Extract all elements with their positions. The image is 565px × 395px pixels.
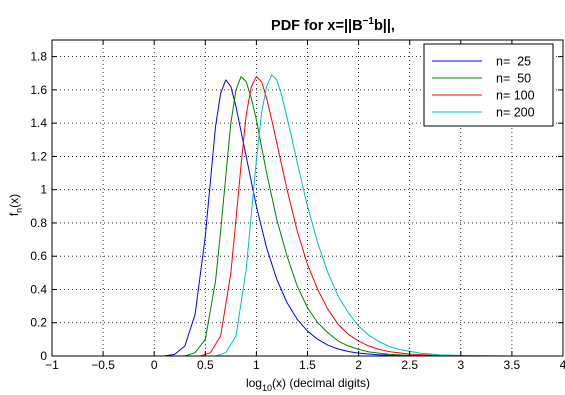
axes [51, 39, 564, 357]
x-tick-label: 0 [151, 358, 158, 372]
legend: n= 25 n= 50 n= 100 n= 200 [423, 43, 554, 127]
chart-title-sup: −1 [363, 16, 375, 27]
x-tick-label: 3.5 [504, 358, 521, 372]
series-line-4 [52, 74, 563, 357]
y-axis-label-sub: n [14, 208, 24, 213]
legend-label: n= 50 [496, 72, 531, 86]
legend-label: n= 200 [496, 106, 535, 120]
y-tick-label: 1.4 [30, 116, 47, 130]
y-tick-label: 1 [40, 183, 47, 197]
x-tick-label: 4 [560, 358, 565, 372]
y-tick-label: 1.6 [30, 83, 47, 97]
tick-labels: −1 −0.5 0 0.5 1 1.5 2 2.5 3 3.5 4 0 0.2 0.4 0.6 0.8 1 1.2… [30, 50, 565, 372]
series-line-2 [52, 76, 563, 357]
y-tick-label: 1.8 [30, 50, 47, 64]
x-axis-label: log10(x) (decimal digits) [246, 376, 370, 393]
y-tick-label: 0 [40, 349, 47, 363]
x-axis-label-suffix: (x) (decimal digits) [272, 376, 370, 390]
x-tick-label: −0.5 [91, 358, 115, 372]
y-tick-label: 0.4 [30, 282, 47, 296]
x-axis-label-sub: 10 [262, 383, 272, 393]
series-line-3 [52, 76, 563, 357]
series-line-1 [52, 79, 563, 357]
x-tick-label: 1.5 [299, 358, 316, 372]
chart-title: PDF for x=||B−1b||, [271, 16, 395, 34]
y-axis-label: fn(x) [7, 194, 24, 216]
y-tick-label: 0.8 [30, 216, 47, 230]
x-axis-label-prefix: log [246, 376, 262, 390]
legend-label: n= 100 [496, 89, 535, 103]
y-tick-label: 1.2 [30, 149, 47, 163]
x-tick-label: 1 [253, 358, 260, 372]
x-tick-label: −1 [45, 358, 59, 372]
x-tick-label: 2 [355, 358, 362, 372]
y-tick-label: 0.6 [30, 249, 47, 263]
y-axis-label-suffix: (x) [7, 194, 21, 208]
y-axis-label-prefix: f [7, 212, 21, 216]
y-tick-label: 0.2 [30, 316, 47, 330]
x-tick-label: 0.5 [197, 358, 214, 372]
legend-label: n= 25 [496, 55, 531, 69]
chart-title-suffix: b||, [374, 18, 395, 34]
x-tick-label: 2.5 [401, 358, 418, 372]
series-group [52, 74, 563, 357]
x-tick-label: 3 [457, 358, 464, 372]
chart-title-prefix: PDF for x=||B [271, 18, 363, 34]
